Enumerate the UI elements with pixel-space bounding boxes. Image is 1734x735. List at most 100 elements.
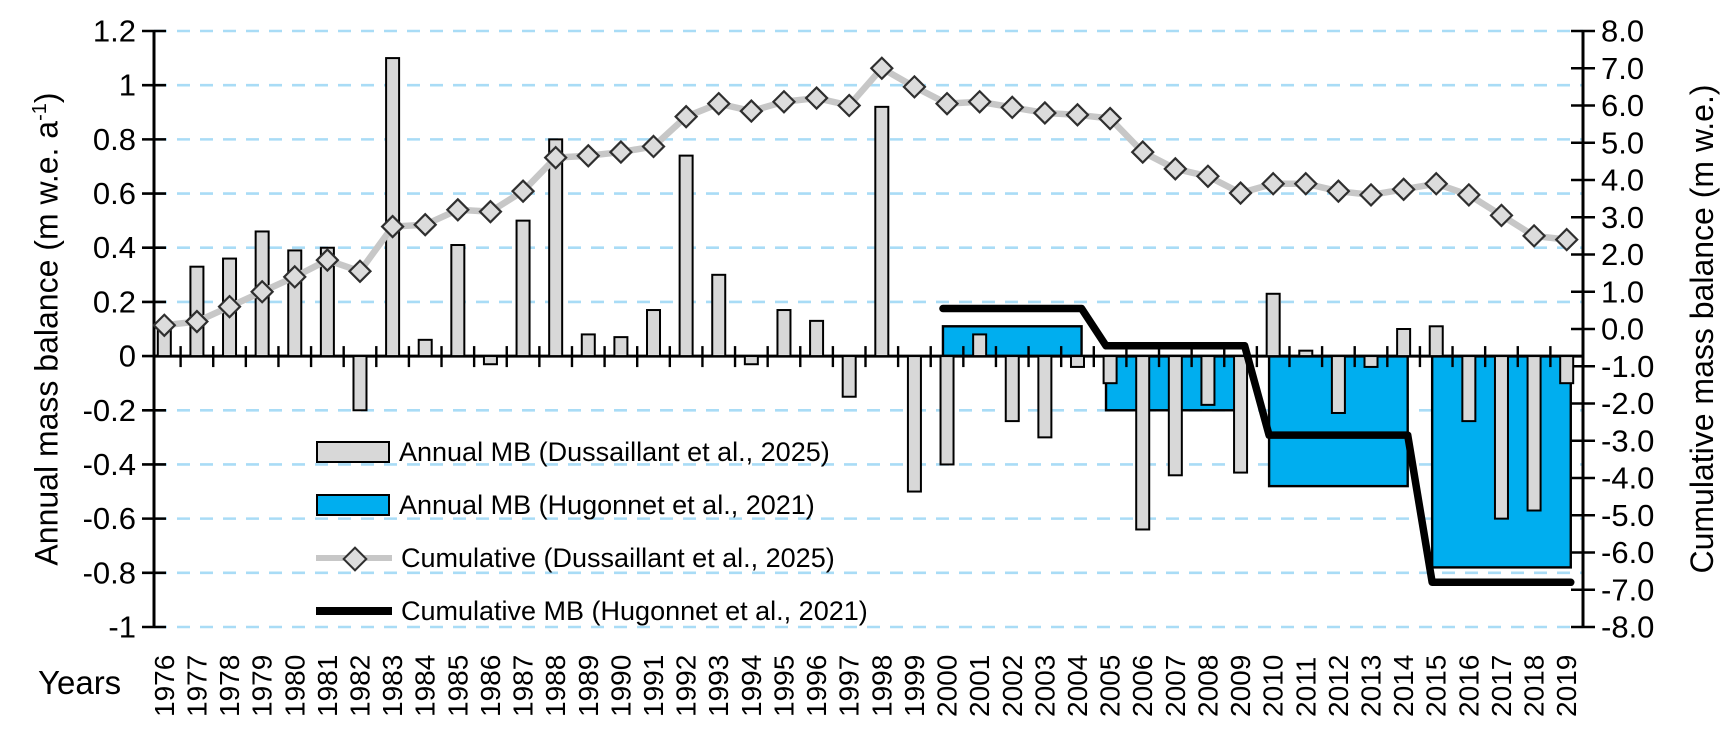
hugonnet-bar-2000-2004 xyxy=(941,325,1083,358)
right-axis-tick-label: -4.0 xyxy=(1601,461,1654,496)
diamond-marker-2019 xyxy=(1554,227,1579,252)
annual-bar-2006 xyxy=(1135,355,1151,531)
year-label-2016: 2016 xyxy=(1453,655,1484,717)
diamond-marker-2002 xyxy=(1000,95,1025,120)
diamond-marker-2000 xyxy=(934,91,960,116)
left-axis-tick-label: 0.4 xyxy=(93,230,136,265)
diamond-marker-1988 xyxy=(543,145,568,170)
right-axis-tick-label: 7.0 xyxy=(1601,51,1644,86)
diamond-marker-1987 xyxy=(511,179,536,204)
year-label-1981: 1981 xyxy=(312,655,343,717)
left-axis-tick-label: 0 xyxy=(119,339,136,374)
legend-item-annual-dussaillant: Annual MB (Dussaillant et al., 2025) xyxy=(316,432,830,472)
year-label-1979: 1979 xyxy=(247,655,278,717)
diamond-marker-1979 xyxy=(250,279,275,304)
legend-label-cumulative-dussaillant: Cumulative (Dussaillant et al., 2025) xyxy=(401,542,835,573)
annual-bar-2009 xyxy=(1233,355,1249,474)
annual-bar-2011 xyxy=(1298,349,1314,358)
diamond-marker-1995 xyxy=(771,89,797,114)
annual-bar-1986 xyxy=(482,355,498,366)
annual-bar-1988 xyxy=(548,138,564,358)
x-axis-title: Years xyxy=(38,664,122,701)
annual-bar-1984 xyxy=(417,338,433,358)
diamond-marker-1998 xyxy=(869,56,894,81)
year-label-1985: 1985 xyxy=(442,655,473,717)
year-label-1997: 1997 xyxy=(834,655,865,717)
year-label-1989: 1989 xyxy=(573,655,604,717)
legend-swatch-cumulative-hugonnet xyxy=(316,607,392,615)
hugonnet-bar-2010-2014 xyxy=(1267,354,1409,488)
annual-bar-1981 xyxy=(319,246,335,358)
right-axis-tick-label: 1.0 xyxy=(1601,274,1644,309)
year-label-2009: 2009 xyxy=(1225,655,1256,717)
annual-bar-2003 xyxy=(1037,355,1053,439)
annual-bar-2014 xyxy=(1396,328,1412,358)
diamond-marker-1994 xyxy=(739,99,764,124)
diamond-marker-1990 xyxy=(608,140,633,165)
left-axis-tick-label: -0.4 xyxy=(83,447,136,482)
year-label-1988: 1988 xyxy=(540,655,571,717)
year-label-1991: 1991 xyxy=(638,655,669,717)
year-label-1990: 1990 xyxy=(605,655,636,717)
annual-bar-1996 xyxy=(809,319,825,358)
annual-bar-1983 xyxy=(385,57,401,358)
diamond-marker-2016 xyxy=(1456,182,1481,207)
year-label-2004: 2004 xyxy=(1062,655,1093,717)
right-axis-tick-label: 2.0 xyxy=(1601,237,1644,272)
y-axis-title-left: Annual mass balance (m w.e. a-1) xyxy=(21,9,65,649)
year-label-1980: 1980 xyxy=(279,655,310,717)
year-label-1982: 1982 xyxy=(344,655,375,717)
legend-swatch-cumulative-dussaillant xyxy=(316,546,392,572)
diamond-marker-1982 xyxy=(347,259,373,284)
diamond-marker-icon xyxy=(342,546,368,572)
year-label-2003: 2003 xyxy=(1029,655,1060,717)
annual-bar-1999 xyxy=(906,355,922,493)
annual-bar-2019 xyxy=(1559,355,1575,385)
legend-item-cumulative-hugonnet: Cumulative MB (Hugonnet et al., 2021) xyxy=(316,591,868,631)
year-label-2010: 2010 xyxy=(1258,655,1289,717)
diamond-marker-1984 xyxy=(413,212,438,237)
year-label-2006: 2006 xyxy=(1127,655,1158,717)
year-label-1977: 1977 xyxy=(181,655,212,717)
right-axis-tick-label: 8.0 xyxy=(1601,14,1644,49)
diamond-marker-2012 xyxy=(1326,179,1351,204)
year-label-1993: 1993 xyxy=(703,655,734,717)
year-label-1978: 1978 xyxy=(214,655,245,717)
diamond-marker-2014 xyxy=(1391,177,1416,202)
diamond-marker-2013 xyxy=(1358,182,1384,207)
year-label-2013: 2013 xyxy=(1356,655,1387,717)
diamond-marker-2008 xyxy=(1195,164,1220,189)
annual-bar-2004 xyxy=(1069,355,1085,368)
diamond-marker-1983 xyxy=(380,214,405,239)
diamond-marker-1976 xyxy=(152,313,177,338)
right-axis-tick-label: 3.0 xyxy=(1601,200,1644,235)
diamond-marker-2001 xyxy=(967,89,992,114)
annual-bar-2016 xyxy=(1461,355,1477,423)
y-axis-title-right: Cumulative mass balance (m w.e.) xyxy=(1684,84,1720,574)
legend-label-cumulative-hugonnet: Cumulative MB (Hugonnet et al., 2021) xyxy=(401,595,868,626)
y-axis-title-left-superscript: -1 xyxy=(29,103,51,121)
legend-label-annual-dussaillant: Annual MB (Dussaillant et al., 2025) xyxy=(399,436,830,467)
right-axis-tick-label: 6.0 xyxy=(1601,88,1644,123)
diamond-marker-2006 xyxy=(1130,140,1155,165)
diamond-marker-1986 xyxy=(478,199,503,224)
legend-swatch-annual-dussaillant xyxy=(316,441,390,463)
x-axis-year-labels: 1976 1977 1978 1979 1980 1981 1982 1983 1984 1985… xyxy=(149,655,1582,717)
diamond-marker-1999 xyxy=(902,74,927,99)
diamond-marker-2003 xyxy=(1032,100,1057,126)
year-label-1983: 1983 xyxy=(377,655,408,717)
annual-bar-1994 xyxy=(743,355,759,366)
left-axis-tick-label: 0.8 xyxy=(93,122,136,157)
year-label-2019: 2019 xyxy=(1551,655,1582,717)
diamond-marker-1980 xyxy=(282,264,307,289)
annual-bar-1987 xyxy=(515,219,531,358)
year-label-2014: 2014 xyxy=(1388,655,1419,717)
annual-bar-2005 xyxy=(1102,355,1118,385)
diamond-marker-2004 xyxy=(1065,102,1090,127)
dussaillant-cumulative-line xyxy=(152,56,1579,338)
annual-bar-2018 xyxy=(1526,355,1542,512)
annual-bar-1995 xyxy=(776,309,792,358)
annual-bar-2008 xyxy=(1200,355,1216,406)
annual-bar-2002 xyxy=(1004,355,1020,423)
